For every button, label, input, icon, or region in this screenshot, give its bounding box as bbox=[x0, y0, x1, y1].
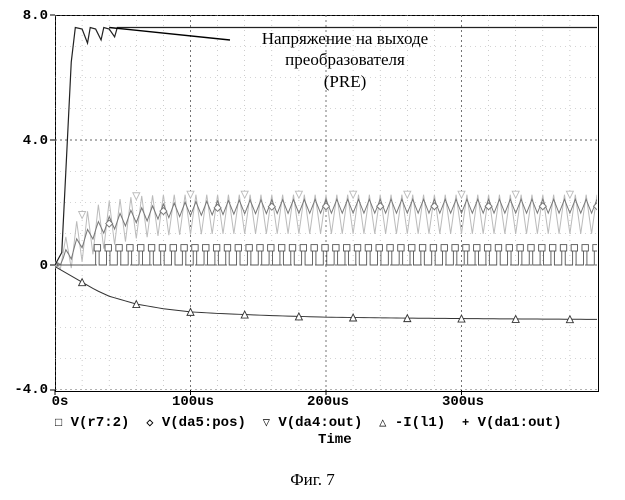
legend-marker-4: + bbox=[462, 416, 469, 430]
legend-label-4: V(da1:out) bbox=[478, 415, 562, 431]
figure-caption: Фиг. 7 bbox=[0, 470, 625, 490]
legend-marker-3: △ bbox=[379, 416, 386, 430]
legend-marker-0: □ bbox=[55, 416, 62, 430]
annotation-label: Напряжение на выходе преобразователя (PR… bbox=[225, 28, 465, 92]
legend-marker-1: ◇ bbox=[146, 416, 153, 430]
legend-label-1: V(da5:pos) bbox=[162, 415, 246, 431]
annotation-line-3: (PRE) bbox=[324, 72, 367, 91]
annotation-line-1: Напряжение на выходе bbox=[262, 29, 428, 48]
legend-label-2: V(da4:out) bbox=[278, 415, 362, 431]
annotation-line-2: преобразователя bbox=[285, 50, 405, 69]
legend: □ V(r7:2) ◇ V(da5:pos) ▽ V(da4:out) △ -I… bbox=[55, 415, 562, 431]
x-axis-label: Time bbox=[318, 432, 352, 448]
figure-container: 8.0 4.0 0 -4.0 0s 100us 200us 300us Напр… bbox=[0, 0, 625, 500]
legend-label-3: -I(l1) bbox=[395, 415, 445, 431]
legend-marker-2: ▽ bbox=[263, 416, 270, 430]
legend-label-0: V(r7:2) bbox=[71, 415, 130, 431]
